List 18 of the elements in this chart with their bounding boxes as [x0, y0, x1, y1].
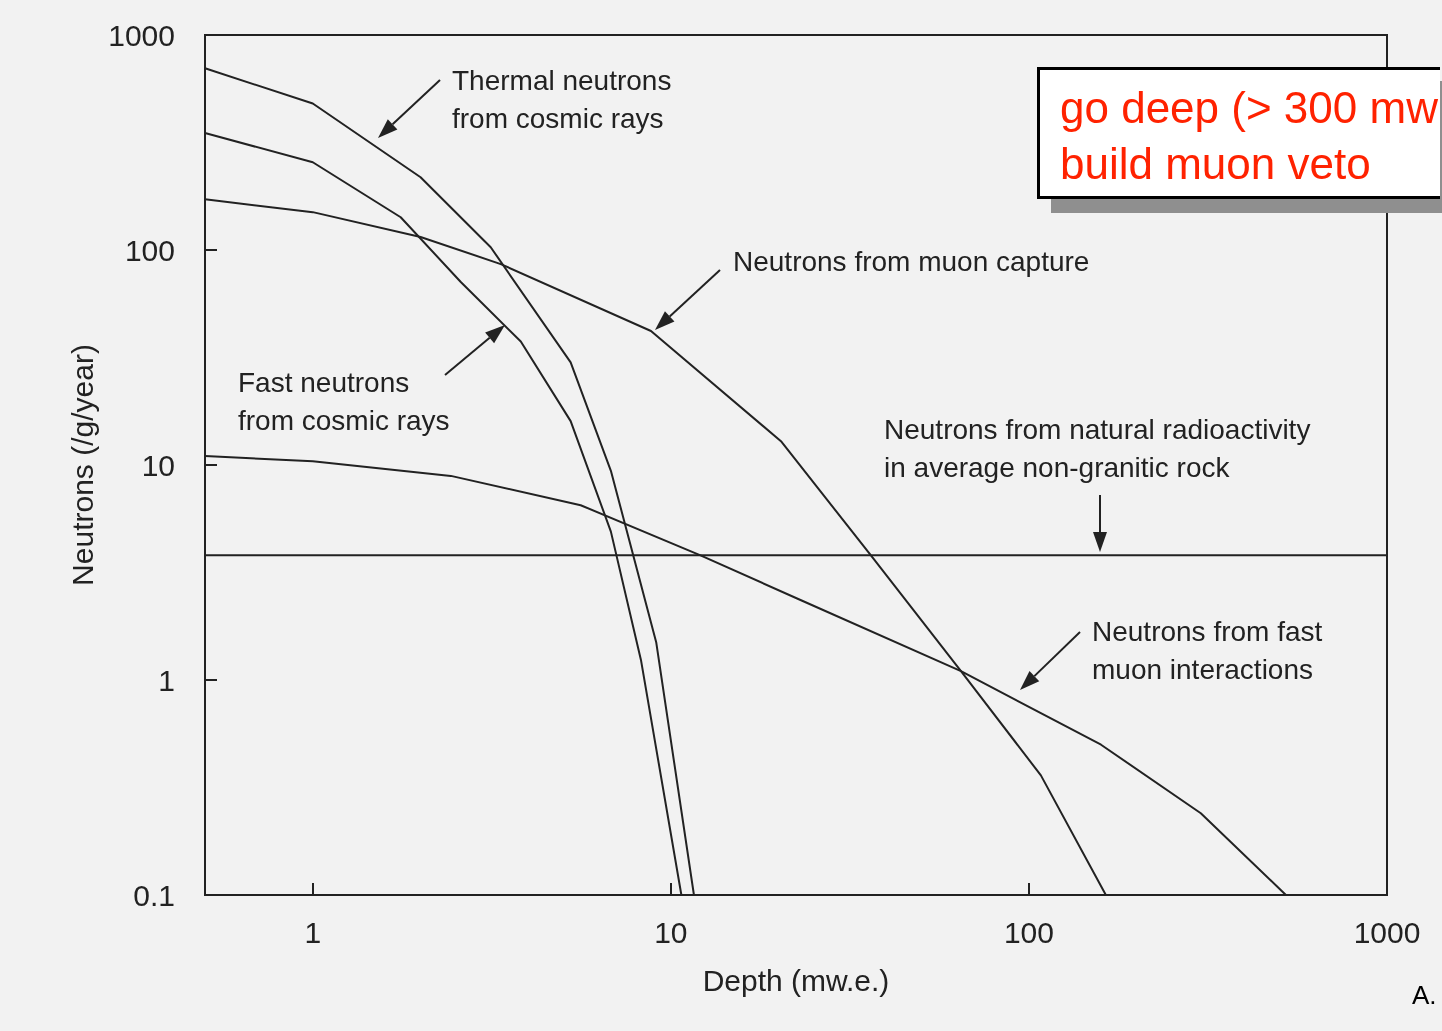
- annotation: Neutrons from muon capture: [733, 245, 1090, 279]
- x-tick-label: 100: [1003, 915, 1054, 949]
- annotation: Neutrons from fast muon interactions: [1092, 615, 1323, 687]
- y-axis-title: Neutrons (/g/year): [65, 344, 99, 586]
- y-tick-label: 100: [124, 233, 175, 267]
- x-axis-title: Depth (mw.e.): [702, 963, 890, 997]
- y-tick-label: 1000: [108, 18, 175, 52]
- y-tick-label: 0.1: [133, 878, 175, 912]
- x-tick-label: 1000: [1353, 915, 1421, 949]
- y-tick-label: 1: [158, 663, 175, 697]
- annotation: Neutrons from natural radioactivity in average non-granitic rock: [884, 413, 1311, 485]
- annotation: Thermal neutrons from cosmic rays: [452, 64, 672, 136]
- annotation: Fast neutrons from cosmic rays: [238, 366, 450, 438]
- text: A.: [1412, 980, 1437, 1011]
- x-tick-label: 1: [304, 915, 322, 949]
- y-tick-label: 10: [141, 448, 175, 482]
- annotation: go deep (> 300 mw build muon veto: [1037, 67, 1440, 199]
- x-tick-label: 10: [654, 915, 688, 949]
